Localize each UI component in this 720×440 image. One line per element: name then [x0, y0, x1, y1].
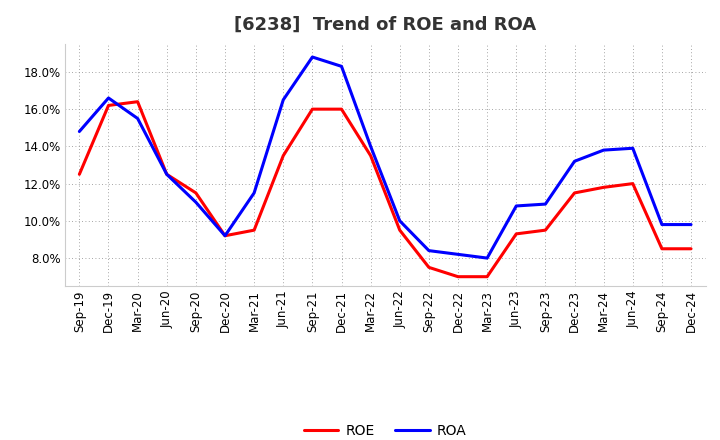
ROA	[250, 190, 258, 195]
ROE	[657, 246, 666, 251]
ROE	[163, 172, 171, 177]
ROE	[75, 172, 84, 177]
Line: ROA: ROA	[79, 57, 691, 258]
ROE	[192, 190, 200, 195]
ROA	[687, 222, 696, 227]
ROE	[104, 103, 113, 108]
ROE	[395, 227, 404, 233]
ROA	[657, 222, 666, 227]
ROE	[337, 106, 346, 112]
ROA	[220, 233, 229, 238]
ROA	[395, 218, 404, 224]
ROA	[308, 55, 317, 60]
ROA	[133, 116, 142, 121]
ROA	[570, 159, 579, 164]
ROE	[425, 265, 433, 270]
ROA	[75, 129, 84, 134]
ROA	[425, 248, 433, 253]
ROA	[366, 144, 375, 149]
ROA	[192, 200, 200, 205]
ROE	[220, 233, 229, 238]
ROE	[483, 274, 492, 279]
ROA	[104, 95, 113, 101]
ROA	[163, 172, 171, 177]
ROE	[133, 99, 142, 104]
ROA	[454, 252, 462, 257]
ROE	[279, 153, 287, 158]
ROE	[541, 227, 550, 233]
ROA	[337, 64, 346, 69]
ROE	[308, 106, 317, 112]
ROE	[250, 227, 258, 233]
ROE	[454, 274, 462, 279]
ROA	[512, 203, 521, 209]
ROE	[599, 185, 608, 190]
Legend: ROE, ROA: ROE, ROA	[298, 419, 472, 440]
ROE	[629, 181, 637, 186]
ROE	[366, 153, 375, 158]
ROA	[279, 97, 287, 103]
Title: [6238]  Trend of ROE and ROA: [6238] Trend of ROE and ROA	[234, 16, 536, 34]
ROA	[599, 147, 608, 153]
Line: ROE: ROE	[79, 102, 691, 277]
ROA	[541, 202, 550, 207]
ROE	[570, 190, 579, 195]
ROA	[483, 256, 492, 261]
ROA	[629, 146, 637, 151]
ROE	[687, 246, 696, 251]
ROE	[512, 231, 521, 237]
